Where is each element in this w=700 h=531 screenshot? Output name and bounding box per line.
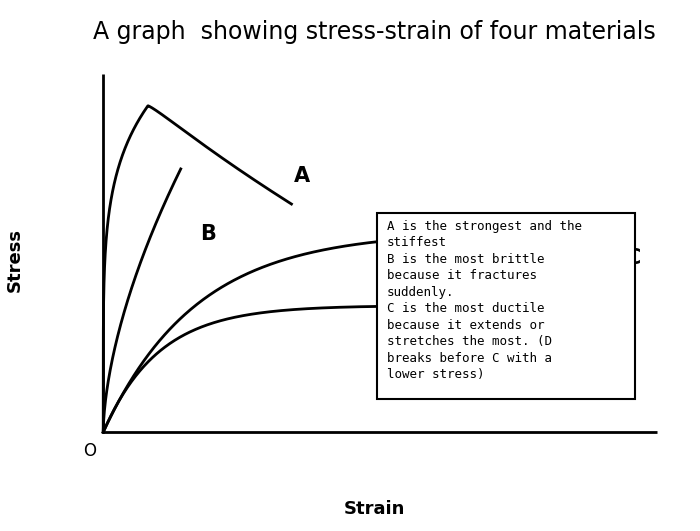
Text: A is the strongest and the
stiffest
B is the most brittle
because it fractures
s: A is the strongest and the stiffest B is… [386, 220, 582, 381]
Text: Stress: Stress [6, 228, 25, 292]
FancyBboxPatch shape [377, 213, 635, 399]
Title: A graph  showing stress-strain of four materials: A graph showing stress-strain of four ma… [93, 20, 656, 44]
Text: C: C [626, 249, 642, 269]
Text: Strain: Strain [344, 500, 405, 518]
Text: B: B [200, 224, 216, 244]
Text: D: D [444, 312, 461, 332]
Text: O: O [83, 442, 96, 460]
Text: A: A [294, 166, 310, 186]
